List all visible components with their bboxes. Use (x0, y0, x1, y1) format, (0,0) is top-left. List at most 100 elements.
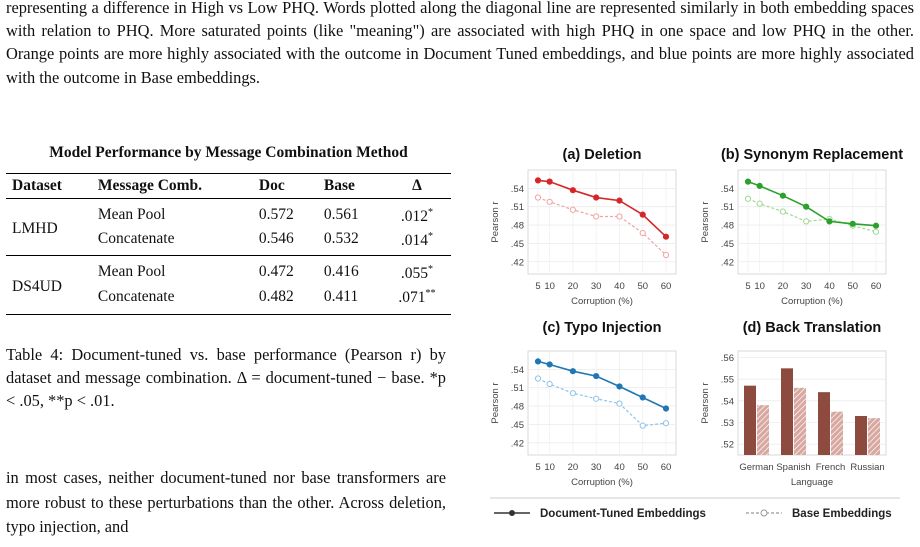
base-point (639, 422, 646, 429)
base-cell: 0.561 (323, 206, 359, 224)
y-tick-label: .54 (721, 396, 734, 407)
doc-bar (855, 416, 867, 455)
delta-cell: .055* (400, 264, 433, 283)
doc-point (534, 358, 542, 365)
dataset-cell: DS4UD (12, 277, 62, 295)
x-tick-label: 40 (824, 281, 835, 292)
x-tick-label: 5 (535, 462, 540, 473)
y-tick-label: .54 (721, 184, 734, 195)
x-tick-label: Russian (850, 462, 884, 473)
base-point (593, 395, 600, 402)
doc-point (803, 203, 810, 210)
doc-point (569, 187, 577, 194)
base-point (546, 380, 553, 388)
base-cell: 0.532 (323, 230, 359, 248)
table-header-row: Dataset Message Comb. Doc Base Δ (6, 173, 451, 199)
delta-cell: .012* (400, 207, 433, 226)
robustness-figure: (a) Deletion .54 .51 .48 .45 .42 Pearson r Corr… (490, 147, 903, 520)
chart-panel: (a) Deletion .54 .51 .48 .45 .42 Pearson r Corr… (490, 147, 677, 307)
chart-title: (c) Typo Injection (543, 320, 662, 336)
body-text: in most cases, neither document-tuned no… (6, 468, 446, 536)
y-tick-label: .45 (511, 239, 524, 250)
base-point (756, 200, 763, 207)
x-tick-label: 40 (614, 281, 625, 292)
delta-cell: .071** (398, 288, 436, 307)
base-point (779, 208, 787, 215)
legend-doc-marker (509, 510, 515, 516)
x-tick-label: 60 (661, 462, 672, 473)
base-point (593, 213, 600, 220)
doc-point (662, 405, 670, 412)
y-tick-label: .54 (511, 365, 524, 376)
y-tick-label: .48 (511, 221, 524, 232)
chart-title: (a) Deletion (563, 147, 642, 163)
table-row: Concatenate 0.482 0.411 .071** (6, 284, 451, 315)
y-tick-label: .45 (511, 420, 524, 431)
method-cell: Mean Pool (97, 263, 166, 281)
chart-title: (d) Back Translation (743, 320, 882, 336)
doc-point (569, 368, 577, 375)
plot-area (527, 169, 677, 275)
x-tick-label: 5 (535, 281, 540, 292)
y-tick-label: .42 (511, 257, 524, 268)
base-point (534, 194, 542, 201)
x-tick-label: 40 (614, 462, 625, 473)
doc-point (616, 197, 623, 204)
base-point (616, 213, 623, 220)
doc-point (756, 182, 763, 190)
x-tick-label: 30 (591, 281, 602, 292)
doc-point (593, 372, 600, 380)
header-base: Base (323, 177, 355, 194)
doc-cell: 0.572 (258, 206, 294, 224)
y-tick-label: .48 (511, 402, 524, 413)
x-axis-label: Corruption (%) (571, 296, 633, 307)
base-bar (831, 411, 843, 455)
x-axis-label: Language (791, 477, 833, 488)
table-row: DS4UD Mean Pool 0.472 0.416 .055* (6, 255, 451, 295)
doc-point (872, 222, 880, 229)
table-caption: Table 4: Document-tuned vs. base perform… (6, 343, 446, 412)
legend-doc-label: Document-Tuned Embeddings (540, 508, 706, 520)
y-tick-label: .54 (511, 184, 524, 195)
chart-title: (b) Synonym Replacement (721, 147, 903, 163)
doc-point (639, 211, 646, 218)
doc-cell: 0.482 (258, 287, 294, 305)
header-method: Message Comb. (97, 177, 203, 194)
caption-text: Document-tuned vs. base performance (Pea… (6, 345, 446, 410)
header-delta: Δ (412, 177, 422, 194)
table-title: Model Performance by Message Combination… (49, 144, 408, 161)
x-tick-label: 10 (544, 462, 555, 473)
doc-point (826, 218, 833, 225)
x-axis-label: Corruption (%) (571, 477, 633, 488)
header-doc: Doc (258, 177, 285, 194)
base-bar (868, 418, 880, 455)
table-row: Concatenate 0.546 0.532 .014* (6, 227, 451, 256)
base-point (569, 390, 577, 397)
intro-paragraph: representing a difference in High vs Low… (6, 0, 914, 89)
x-tick-label: 30 (801, 281, 812, 292)
plot-area (527, 350, 677, 456)
dataset-cell: LMHD (12, 220, 58, 238)
base-cell: 0.416 (323, 263, 359, 281)
y-axis-label: Pearson r (700, 382, 711, 423)
x-tick-label: 10 (754, 281, 765, 292)
x-tick-label: 30 (591, 462, 602, 473)
base-point (662, 251, 670, 259)
base-cell: 0.411 (323, 287, 359, 305)
doc-point (593, 194, 600, 201)
base-point (744, 195, 752, 202)
doc-point (546, 178, 553, 185)
x-tick-label: 10 (544, 281, 555, 292)
y-tick-label: .51 (511, 383, 524, 394)
base-point (662, 420, 670, 427)
base-point (569, 206, 577, 213)
base-point (872, 228, 880, 235)
y-tick-label: .51 (511, 202, 524, 213)
x-tick-label: 20 (568, 462, 579, 473)
base-point (616, 400, 623, 407)
y-tick-label: .56 (721, 353, 734, 364)
base-bar (794, 387, 806, 455)
x-tick-label: German (739, 462, 773, 473)
delta-cell: .014* (400, 231, 433, 250)
y-tick-label: .55 (721, 375, 734, 386)
